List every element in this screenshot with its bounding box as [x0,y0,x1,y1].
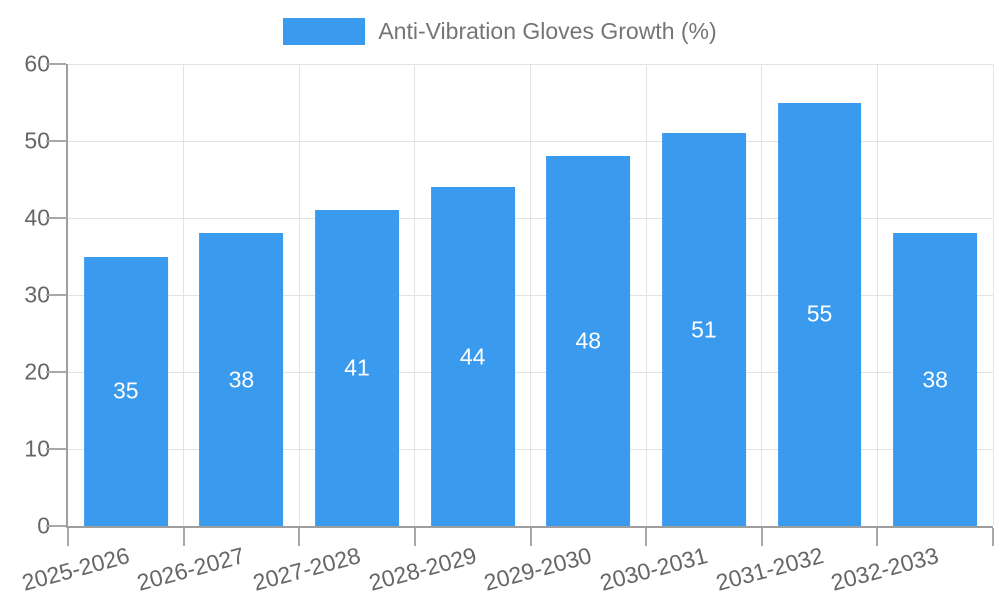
x-tick-mark [992,528,994,546]
v-gridline [530,64,531,526]
bar[interactable]: 35 [83,256,168,526]
bar[interactable]: 44 [430,187,515,526]
x-tick-label: 2029-2030 [481,542,595,596]
v-gridline [876,64,878,526]
bar[interactable]: 38 [199,233,284,526]
v-gridline [992,64,994,526]
y-tick-mark [46,140,66,142]
y-tick-mark [46,448,66,451]
x-tick-mark [67,528,69,546]
x-tick-label: 2027-2028 [250,542,364,596]
v-gridline [645,64,647,526]
v-gridline [298,64,300,526]
bar[interactable]: 55 [777,102,862,526]
x-tick-mark [298,528,301,546]
y-tick-label: 30 [24,281,50,308]
legend-label: Anti-Vibration Gloves Growth (%) [378,18,717,44]
x-tick-label: 2028-2029 [365,542,479,596]
x-axis-labels: 2025-2026 2026-2027 2027-2028 2028-2029 2029… [19,528,993,600]
chart-legend-item[interactable]: Anti-Vibration Gloves Growth (%) [0,18,1000,45]
y-tick-label: 0 [37,512,50,539]
bar-value-label: 38 [922,366,948,393]
y-tick-label: 20 [24,358,50,385]
bar-value-label: 38 [228,366,255,393]
y-axis-labels: 0 10 20 30 40 50 60 [0,52,50,537]
x-tick-mark [645,528,648,546]
bar-value-label: 35 [113,377,139,404]
x-tick-mark [876,528,879,546]
x-tick-label: 2032-2033 [828,542,942,596]
x-tick-mark [529,528,532,546]
bar-value-label: 41 [344,354,370,381]
y-tick-label: 60 [24,50,50,77]
bar[interactable]: 41 [315,210,399,526]
bar-value-label: 48 [575,327,602,354]
plot-area: 35 38 41 44 48 51 55 38 [46,63,994,546]
x-tick-mark [413,528,416,546]
bar-value-label: 44 [459,343,486,370]
bar-value-label: 55 [806,300,833,327]
y-tick-mark [46,371,66,374]
bar-value-label: 51 [691,316,717,343]
x-tick-mark [760,528,763,546]
x-tick-mark [182,528,185,546]
y-tick-mark [46,63,66,65]
legend-swatch [283,18,366,45]
y-tick-mark [46,294,66,296]
y-tick-mark [46,525,66,527]
bar[interactable]: 51 [662,133,746,526]
bar[interactable]: 38 [893,233,978,526]
v-gridline [761,64,763,526]
x-tick-label: 2030-2031 [597,542,711,596]
v-gridline [414,64,416,526]
y-tick-mark [46,217,66,220]
bar[interactable]: 48 [546,156,631,526]
v-gridline [183,64,185,526]
x-tick-label: 2026-2027 [134,542,248,596]
y-tick-label: 50 [24,127,50,154]
x-tick-label: 2031-2032 [712,542,826,596]
x-tick-label: 2025-2026 [19,542,133,596]
y-tick-label: 10 [24,435,50,462]
y-tick-label: 40 [24,204,50,231]
